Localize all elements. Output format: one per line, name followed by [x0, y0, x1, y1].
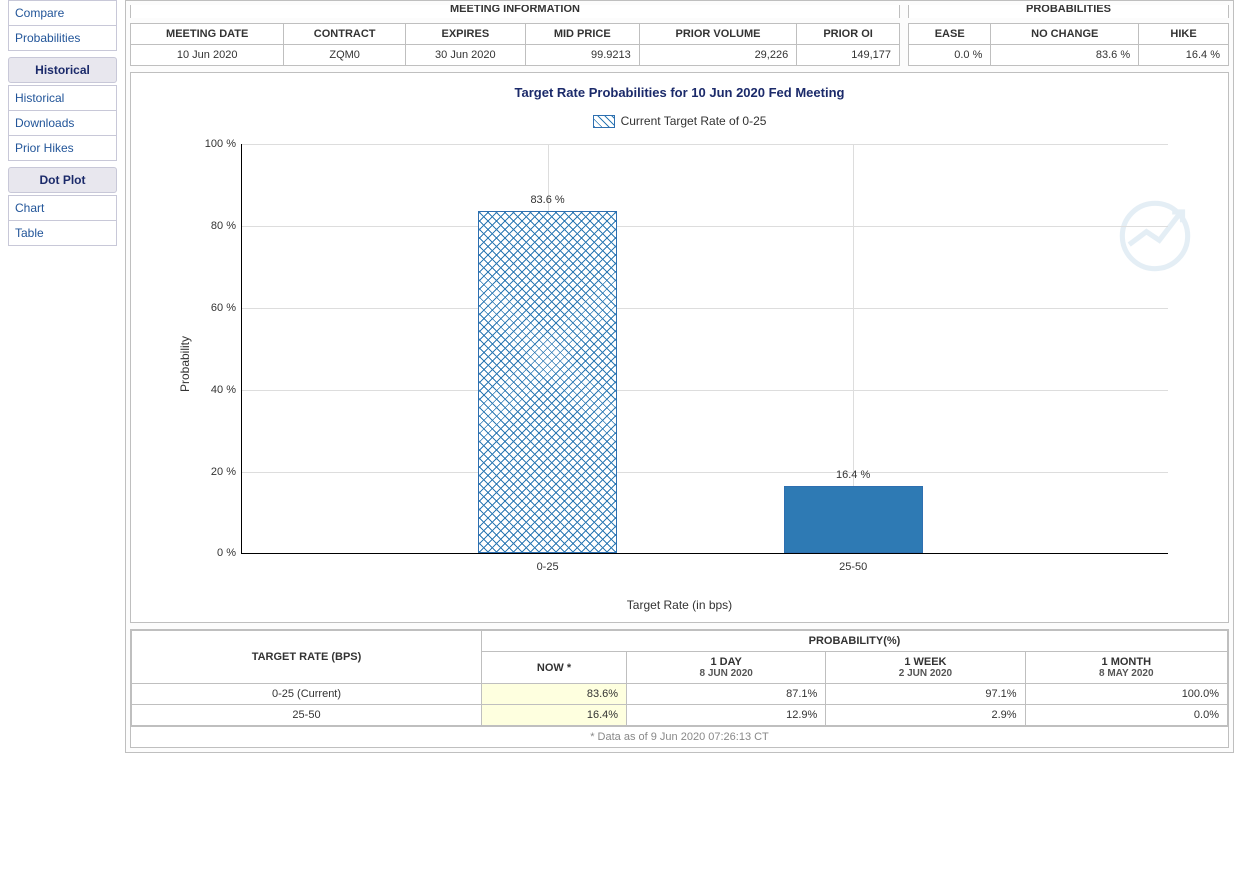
xtick: 0-25 — [537, 561, 559, 573]
sidebar-item-historical[interactable]: Historical — [8, 85, 117, 111]
sidebar-item-downloads[interactable]: Downloads — [8, 110, 117, 136]
legend-swatch-icon — [593, 115, 615, 128]
sidebar-item-probabilities[interactable]: Probabilities — [8, 25, 117, 51]
probability-history-table: TARGET RATE (BPS) PROBABILITY(%) NOW *1 … — [131, 630, 1228, 726]
chart-legend: Current Target Rate of 0-25 — [151, 114, 1208, 128]
chart-container: Target Rate Probabilities for 10 Jun 202… — [130, 72, 1229, 623]
bar-value-label: 83.6 % — [479, 194, 616, 206]
prob-header: NO CHANGE — [991, 24, 1139, 45]
bt-col-header: 1 WEEK2 JUN 2020 — [826, 652, 1025, 684]
mi-cell: 29,226 — [639, 45, 796, 66]
chart-plot: Probability 0 % 20 % 40 % 60 % 80 % 100 % 83.6… — [171, 134, 1188, 594]
chart-bar-25-50: 16.4 % — [784, 486, 923, 553]
chart-bar-0-25: 83.6 % — [478, 211, 617, 553]
mi-header: MID PRICE — [525, 24, 639, 45]
chart-title: Target Rate Probabilities for 10 Jun 202… — [151, 85, 1208, 100]
bt-cell: 16.4% — [482, 705, 627, 726]
mi-header: PRIOR OI — [797, 24, 900, 45]
bt-cell: 100.0% — [1025, 684, 1227, 705]
mi-header: CONTRACT — [284, 24, 406, 45]
mi-cell: 99.9213 — [525, 45, 639, 66]
bt-row-label: 25-50 — [132, 705, 482, 726]
sidebar-head-dotplot: Dot Plot — [8, 167, 117, 193]
prob-cell: 83.6 % — [991, 45, 1139, 66]
bt-cell: 97.1% — [826, 684, 1025, 705]
bt-col-header: 1 MONTH8 MAY 2020 — [1025, 652, 1227, 684]
sidebar: CompareProbabilities Historical Historic… — [0, 0, 125, 759]
chart-xlabel: Target Rate (in bps) — [151, 598, 1208, 612]
sidebar-item-prior-hikes[interactable]: Prior Hikes — [8, 135, 117, 161]
bt-cell: 0.0% — [1025, 705, 1227, 726]
sidebar-item-table[interactable]: Table — [8, 220, 117, 246]
mi-cell: 149,177 — [797, 45, 900, 66]
col-target-rate: TARGET RATE (BPS) — [132, 631, 482, 684]
meeting-info-title: MEETING INFORMATION — [130, 5, 900, 18]
ytick: 80 % — [192, 220, 236, 232]
ytick: 60 % — [192, 302, 236, 314]
xtick: 25-50 — [839, 561, 867, 573]
bt-cell: 83.6% — [482, 684, 627, 705]
mi-header: MEETING DATE — [131, 24, 284, 45]
mi-cell: 10 Jun 2020 — [131, 45, 284, 66]
probabilities-table: EASENO CHANGEHIKE 0.0 %83.6 %16.4 % — [908, 23, 1229, 66]
sidebar-item-chart[interactable]: Chart — [8, 195, 117, 221]
bt-cell: 87.1% — [627, 684, 826, 705]
bar-value-label: 16.4 % — [785, 469, 922, 481]
data-footnote: * Data as of 9 Jun 2020 07:26:13 CT — [131, 726, 1228, 747]
bt-cell: 12.9% — [627, 705, 826, 726]
sidebar-head-historical: Historical — [8, 57, 117, 83]
bt-row-label: 0-25 (Current) — [132, 684, 482, 705]
mi-cell: 30 Jun 2020 — [405, 45, 525, 66]
prob-cell: 16.4 % — [1139, 45, 1229, 66]
prob-header: EASE — [909, 24, 991, 45]
prob-header: HIKE — [1139, 24, 1229, 45]
ytick: 100 % — [192, 138, 236, 150]
prob-cell: 0.0 % — [909, 45, 991, 66]
legend-label: Current Target Rate of 0-25 — [621, 114, 767, 128]
sidebar-item-compare[interactable]: Compare — [8, 0, 117, 26]
bt-col-header: NOW * — [482, 652, 627, 684]
ytick: 0 % — [192, 547, 236, 559]
mi-header: PRIOR VOLUME — [639, 24, 796, 45]
mi-cell: ZQM0 — [284, 45, 406, 66]
ytick: 40 % — [192, 384, 236, 396]
probabilities-title: PROBABILITIES — [908, 5, 1229, 18]
col-probability-group: PROBABILITY(%) — [482, 631, 1228, 652]
bt-cell: 2.9% — [826, 705, 1025, 726]
bt-col-header: 1 DAY8 JUN 2020 — [627, 652, 826, 684]
chart-ylabel: Probability — [178, 336, 192, 392]
meeting-info-table: MEETING DATECONTRACTEXPIRESMID PRICEPRIO… — [130, 23, 900, 66]
mi-header: EXPIRES — [405, 24, 525, 45]
main-content: MEETING INFORMATION MEETING DATECONTRACT… — [125, 0, 1240, 759]
ytick: 20 % — [192, 466, 236, 478]
